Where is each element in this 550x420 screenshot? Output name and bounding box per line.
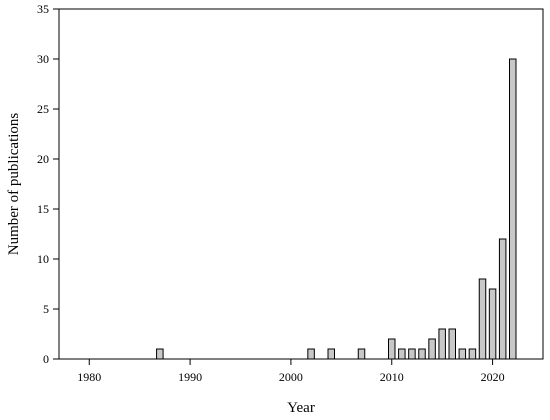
y-axis-ticks: 0 5 10 15 20 25 30 35: [37, 2, 59, 366]
x-tick-label: 1990: [178, 370, 202, 384]
bars-group: [156, 58, 517, 360]
y-tick-label: 30: [37, 52, 49, 66]
x-tick-label: 2000: [279, 370, 303, 384]
y-tick-label: 10: [37, 252, 49, 266]
x-tick-label: 2020: [481, 370, 505, 384]
y-tick-label: 35: [37, 2, 49, 16]
y-tick-label: 5: [43, 302, 49, 316]
bar-2019: [478, 278, 487, 360]
bar-2020: [488, 288, 497, 360]
y-tick-label: 0: [43, 352, 49, 366]
bar-2007: [357, 348, 366, 360]
bar-2013: [418, 348, 426, 360]
bar-2017: [458, 348, 467, 360]
plot-frame: [58, 8, 544, 360]
bar-2014: [428, 338, 436, 360]
x-tick-label: 2010: [380, 370, 404, 384]
y-tick-label: 15: [37, 202, 49, 216]
x-axis-title: Year: [287, 400, 315, 416]
y-tick-label: 20: [37, 152, 49, 166]
bar-2016: [448, 328, 456, 360]
bar-1987: [156, 348, 164, 360]
x-axis-ticks: 1980 1990 2000 2010 2020: [77, 359, 505, 384]
bar-2004: [327, 348, 335, 360]
bar-2021: [498, 238, 507, 360]
bar-2011: [398, 348, 406, 360]
bar-2018: [468, 348, 477, 360]
y-tick-label: 25: [37, 102, 49, 116]
x-tick-label: 1980: [77, 370, 101, 384]
bar-2015: [438, 328, 446, 360]
y-axis-title: Number of publications: [6, 113, 22, 256]
bar-2010: [388, 338, 396, 360]
bar-2012: [408, 348, 416, 360]
bar-2002: [307, 348, 315, 360]
bar-2022: [509, 58, 517, 360]
